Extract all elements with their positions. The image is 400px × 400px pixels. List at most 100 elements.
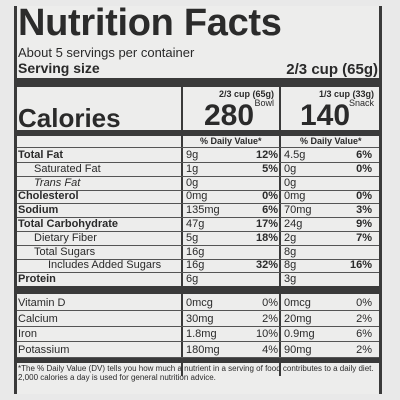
snack-daily-value: 2% xyxy=(356,312,372,325)
snack-daily-value: 0% xyxy=(356,190,372,203)
nutrient-row: Saturated Fat 1g 5% 0g 0% xyxy=(18,162,378,176)
snack-amount: 2g xyxy=(284,231,297,244)
nutrient-row: Includes Added Sugars 16g 32% 8g 16% xyxy=(18,258,378,272)
bowl-daily-value: 0% xyxy=(262,190,278,203)
row-divider xyxy=(17,356,379,358)
snack-daily-value: 0% xyxy=(356,162,372,175)
bowl-daily-value: 10% xyxy=(255,328,278,340)
bowl-amount: 30mg xyxy=(186,312,214,325)
nutrient-name: Total Carbohydrate xyxy=(18,218,119,230)
bowl-amount: 9g xyxy=(186,149,199,161)
row-divider xyxy=(17,203,379,205)
bowl-daily-value: 12% xyxy=(255,149,278,161)
bowl-amount: 16g xyxy=(186,259,205,272)
bowl-amount: 0g xyxy=(186,176,199,189)
bowl-amount: 1g xyxy=(186,162,199,175)
row-divider xyxy=(17,341,379,342)
snack-amount: 70mg xyxy=(284,204,312,217)
nutrient-name: Iron xyxy=(18,328,37,340)
footnote-text: *The % Daily Value (DV) tells you how mu… xyxy=(18,364,374,382)
row-divider xyxy=(17,258,379,260)
bowl-amount: 5g xyxy=(186,231,199,244)
footnote-divider xyxy=(17,358,379,363)
snack-amount: 0mcg xyxy=(284,297,311,309)
row-divider xyxy=(17,231,379,232)
nutrient-row: Potassium 180mg 4% 90mg 2% xyxy=(18,343,378,357)
bowl-amount: 135mg xyxy=(186,204,220,217)
nutrient-row: Total Carbohydrate 47g 17% 24g 9% xyxy=(18,217,378,231)
snack-daily-value: 7% xyxy=(356,231,372,244)
bowl-dv-header: % Daily Value* xyxy=(200,136,262,146)
bowl-daily-value: 5% xyxy=(262,162,278,175)
bowl-calories: 280 xyxy=(204,99,255,132)
bowl-daily-value: 18% xyxy=(255,231,278,244)
serving-size-label: Serving size xyxy=(18,60,100,76)
snack-amount: 0g xyxy=(284,162,297,175)
row-divider xyxy=(17,325,379,327)
row-divider xyxy=(17,189,379,191)
bowl-amount: 47g xyxy=(186,218,205,230)
nutrient-name: Calcium xyxy=(18,312,58,325)
bowl-daily-value: 2% xyxy=(262,312,278,325)
nutrient-name: Saturated Fat xyxy=(34,162,101,175)
servings-per-container: About 5 servings per container xyxy=(18,45,195,60)
nutrient-name: Sodium xyxy=(18,204,59,217)
snack-daily-value: 2% xyxy=(356,343,372,356)
calories-label: Calories xyxy=(18,103,121,133)
snack-column-name: Snack xyxy=(348,98,374,108)
bowl-daily-value: 17% xyxy=(255,218,278,230)
bowl-amount: 1.8mg xyxy=(186,328,217,340)
nutrient-row: Trans Fat 0g 0g xyxy=(18,176,378,190)
snack-amount: 0g xyxy=(284,176,297,189)
snack-amount: 8g xyxy=(284,259,297,272)
bowl-amount: 16g xyxy=(186,245,205,258)
nutrient-name: Trans Fat xyxy=(34,176,81,189)
bowl-serving-size: 2/3 cup (65g) xyxy=(218,89,274,99)
bowl-daily-value: 32% xyxy=(255,259,278,272)
snack-amount: 20mg xyxy=(284,312,312,325)
nutrient-row: Dietary Fiber 5g 18% 2g 7% xyxy=(18,231,378,245)
nutrient-row: Vitamin D 0mcg 0% 0mcg 0% xyxy=(18,296,378,310)
nutrient-row: Total Fat 9g 12% 4.5g 6% xyxy=(18,148,378,162)
snack-amount: 4.5g xyxy=(284,149,306,161)
nutrient-name: Protein xyxy=(18,273,56,286)
nutrient-row: Cholesterol 0mg 0% 0mg 0% xyxy=(18,189,378,203)
snack-amount: 3g xyxy=(284,273,297,286)
row-divider xyxy=(17,310,379,311)
snack-daily-value: 16% xyxy=(349,259,372,272)
snack-daily-value: 9% xyxy=(356,218,372,230)
snack-amount: 0.9mg xyxy=(284,328,315,340)
snack-amount: 8g xyxy=(284,245,297,258)
bowl-amount: 6g xyxy=(186,273,199,286)
snack-amount: 0mg xyxy=(284,190,306,203)
nutrient-row: Total Sugars 16g 8g xyxy=(18,245,378,259)
nutrient-row: Iron 1.8mg 10% 0.9mg 6% xyxy=(18,327,378,341)
bowl-daily-value: 0% xyxy=(262,297,278,309)
nutrient-name: Dietary Fiber xyxy=(34,231,97,244)
bowl-daily-value: 4% xyxy=(262,343,278,356)
bowl-amount: 0mg xyxy=(186,190,208,203)
snack-daily-value: 3% xyxy=(356,204,372,217)
snack-calories: 140 xyxy=(300,99,351,132)
nutrient-row: Calcium 30mg 2% 20mg 2% xyxy=(18,312,378,326)
bowl-amount: 0mcg xyxy=(186,297,213,309)
snack-daily-value: 6% xyxy=(356,149,372,161)
serving-size-value: 2/3 cup (65g) xyxy=(286,61,378,78)
row-divider xyxy=(17,272,379,274)
snack-dv-header: % Daily Value* xyxy=(300,136,362,146)
top-thick-divider xyxy=(17,78,379,87)
nutrition-label-panel xyxy=(14,6,382,394)
row-divider xyxy=(17,162,379,163)
nutrient-name: Cholesterol xyxy=(18,190,79,203)
bowl-amount: 180mg xyxy=(186,343,220,356)
nutrient-name: Total Sugars xyxy=(34,245,96,258)
nutrient-name: Potassium xyxy=(18,343,70,356)
snack-daily-value: 0% xyxy=(356,297,372,309)
vitamins-divider xyxy=(17,286,379,294)
bowl-column-name: Bowl xyxy=(254,98,274,108)
nutrient-row: Sodium 135mg 6% 70mg 3% xyxy=(18,203,378,217)
nutrient-name: Total Fat xyxy=(18,149,64,161)
nutrient-name: Vitamin D xyxy=(18,297,66,309)
snack-serving-size: 1/3 cup (33g) xyxy=(318,89,374,99)
label-title: Nutrition Facts xyxy=(18,2,282,44)
